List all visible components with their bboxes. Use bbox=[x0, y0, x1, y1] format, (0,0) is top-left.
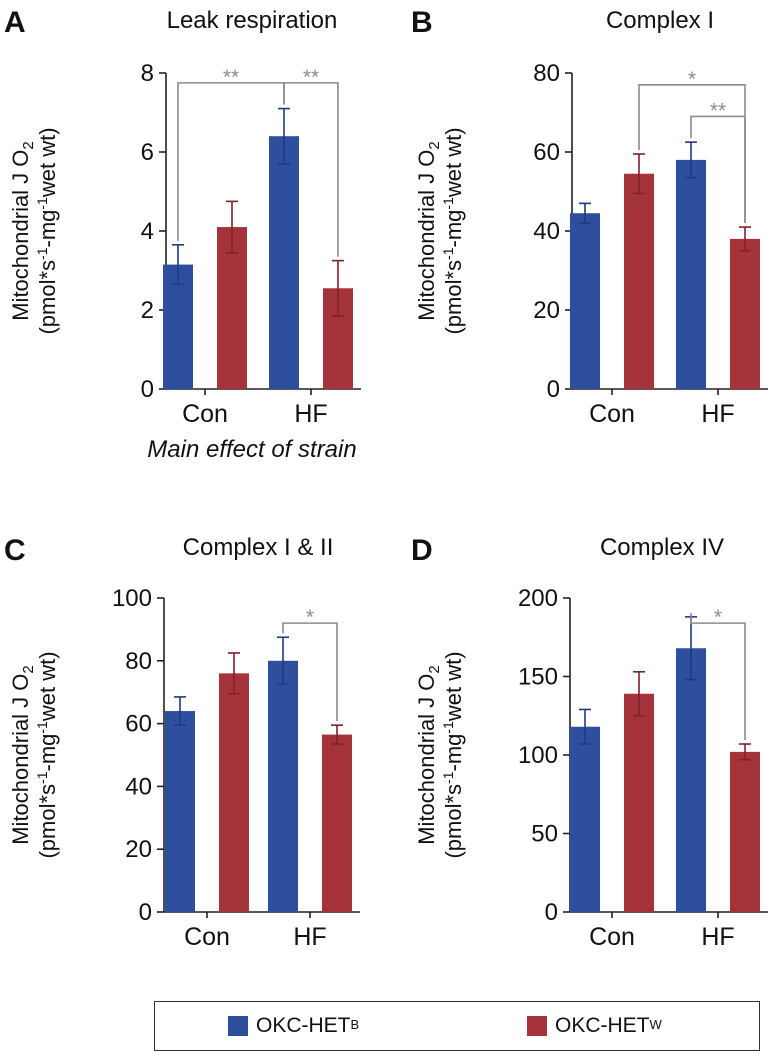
chart-panel-a: A Leak respiration Mitochondrial J O2(pmol… bbox=[4, 6, 361, 463]
y-tick-label: 40 bbox=[125, 773, 152, 800]
bar-con-b bbox=[570, 213, 600, 389]
y-tick-label: 100 bbox=[112, 585, 152, 612]
bar-hf-b bbox=[676, 159, 706, 389]
bar-con-w bbox=[217, 227, 247, 389]
significance-label: * bbox=[688, 68, 696, 91]
y-tick-label: 200 bbox=[518, 585, 558, 612]
legend-sup-w: W bbox=[649, 1016, 662, 1032]
legend-swatch-w bbox=[527, 1016, 547, 1036]
panel-letter: D bbox=[411, 534, 433, 567]
y-tick-label: 60 bbox=[125, 711, 152, 738]
x-tick-label: Con bbox=[182, 400, 228, 428]
y-axis-label-line2: (pmol*s-1-mg-1wet wt) bbox=[34, 127, 60, 334]
bar-hf-b bbox=[268, 660, 298, 912]
x-tick-label: Con bbox=[589, 923, 635, 951]
y-tick-label: 8 bbox=[141, 60, 154, 87]
x-tick-label: HF bbox=[293, 923, 326, 951]
x-tick-label: HF bbox=[701, 400, 734, 428]
x-tick-label: HF bbox=[701, 923, 734, 951]
chart-panel-d: D Complex IV Mitochondrial J O2(pmol*s-1-m… bbox=[411, 534, 768, 951]
bar-hf-w bbox=[322, 734, 352, 912]
bar-con-b bbox=[163, 264, 193, 389]
significance-label: ** bbox=[223, 66, 239, 89]
y-tick-label: 20 bbox=[125, 836, 152, 863]
y-tick-label: 2 bbox=[141, 297, 154, 324]
y-axis-label-line1: Mitochondrial J O2 bbox=[414, 141, 443, 321]
x-tick-label: HF bbox=[294, 400, 327, 428]
legend: OKC-HET B OKC-HET W bbox=[154, 1001, 760, 1051]
y-tick-label: 100 bbox=[518, 742, 558, 769]
significance-label: ** bbox=[710, 99, 726, 122]
significance-bracket bbox=[282, 622, 338, 722]
chart-title: Leak respiration bbox=[167, 7, 338, 34]
bar-con-w bbox=[624, 173, 654, 389]
chart-title: Complex I & II bbox=[183, 534, 334, 561]
significance-label: * bbox=[714, 606, 722, 629]
y-axis-label: Mitochondrial J O2(pmol*s-1-mg-1wet wt) bbox=[414, 127, 466, 334]
y-axis-label-line1: Mitochondrial J O2 bbox=[8, 141, 37, 321]
y-axis-label: Mitochondrial J O2(pmol*s-1-mg-1wet wt) bbox=[8, 651, 60, 858]
y-axis-label: Mitochondrial J O2(pmol*s-1-mg-1wet wt) bbox=[414, 651, 466, 858]
bar-con-b bbox=[570, 726, 600, 912]
y-tick-label: 20 bbox=[533, 297, 560, 324]
chart-annotation: Main effect of strain bbox=[147, 436, 356, 463]
bar-hf-w bbox=[730, 238, 760, 389]
y-tick-label: 40 bbox=[533, 218, 560, 245]
y-tick-label: 80 bbox=[125, 648, 152, 675]
y-tick-label: 0 bbox=[545, 899, 558, 926]
legend-sup-b: B bbox=[350, 1016, 360, 1032]
y-axis-label-line1: Mitochondrial J O2 bbox=[8, 665, 37, 845]
y-tick-label: 6 bbox=[141, 139, 154, 166]
y-tick-label: 150 bbox=[518, 664, 558, 691]
y-axis-label-line2: (pmol*s-1-mg-1wet wt) bbox=[440, 127, 466, 334]
chart-title: Complex I bbox=[606, 7, 714, 34]
panel-letter: A bbox=[4, 6, 26, 39]
legend-label-w: OKC-HET bbox=[555, 1014, 650, 1037]
bar-con-b bbox=[165, 711, 195, 912]
significance-bracket bbox=[283, 82, 339, 257]
panel-letter: C bbox=[4, 534, 26, 567]
significance-label: * bbox=[306, 606, 314, 629]
significance-label: ** bbox=[303, 66, 319, 89]
panel-letter: B bbox=[411, 6, 433, 39]
x-tick-label: Con bbox=[589, 400, 635, 428]
y-tick-label: 50 bbox=[531, 821, 558, 848]
y-axis-label: Mitochondrial J O2(pmol*s-1-mg-1wet wt) bbox=[8, 127, 60, 334]
bar-con-w bbox=[624, 693, 654, 912]
legend-item-okc-het-b: OKC-HET B bbox=[228, 1014, 359, 1038]
chart-panel-b: B Complex I Mitochondrial J O2(pmol*s-1-mg… bbox=[411, 6, 768, 428]
bar-hf-b bbox=[676, 648, 706, 912]
y-axis-label-line2: (pmol*s-1-mg-1wet wt) bbox=[440, 651, 466, 858]
bar-hf-b bbox=[269, 136, 299, 389]
legend-label-b: OKC-HET bbox=[256, 1014, 351, 1037]
significance-bracket bbox=[177, 82, 285, 241]
y-axis-label-line1: Mitochondrial J O2 bbox=[414, 665, 443, 845]
legend-swatch-b bbox=[228, 1016, 248, 1036]
bar-con-w bbox=[219, 673, 249, 912]
y-tick-label: 0 bbox=[139, 899, 152, 926]
significance-bracket bbox=[690, 115, 746, 224]
legend-item-okc-het-w: OKC-HET W bbox=[527, 1014, 662, 1038]
y-tick-label: 80 bbox=[533, 60, 560, 87]
y-tick-label: 60 bbox=[533, 139, 560, 166]
y-axis-label-line2: (pmol*s-1-mg-1wet wt) bbox=[34, 651, 60, 858]
significance-bracket bbox=[690, 612, 746, 741]
chart-panel-c: C Complex I & II Mitochondrial J O2(pmol*s… bbox=[4, 534, 360, 951]
y-tick-label: 0 bbox=[547, 376, 560, 403]
x-tick-label: Con bbox=[184, 923, 230, 951]
y-tick-label: 4 bbox=[141, 218, 154, 245]
bar-hf-w bbox=[730, 751, 760, 912]
y-tick-label: 0 bbox=[141, 376, 154, 403]
chart-title: Complex IV bbox=[600, 534, 724, 561]
